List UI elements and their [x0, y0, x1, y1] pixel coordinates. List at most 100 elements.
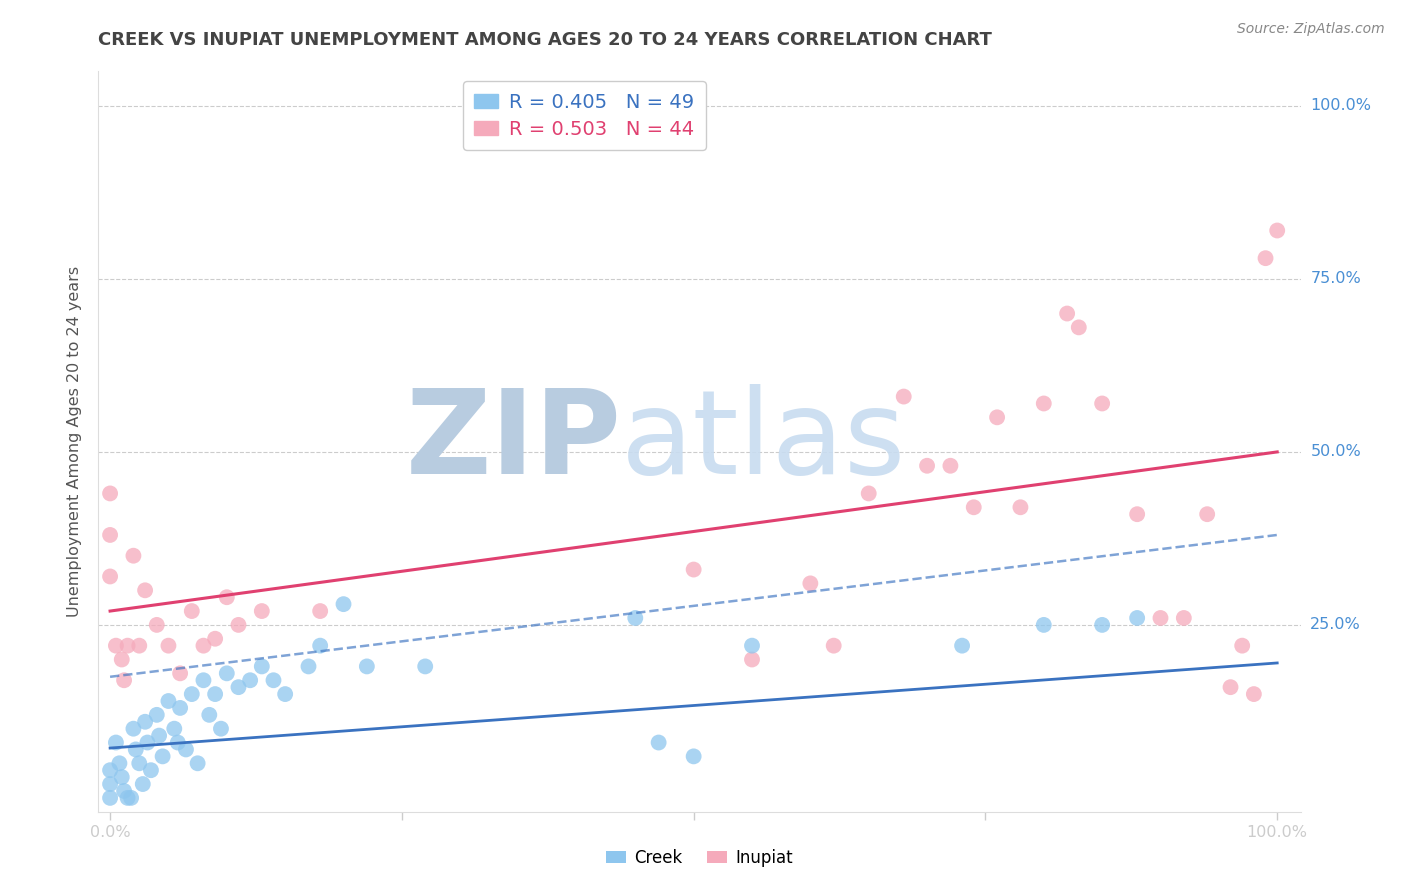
Text: 25.0%: 25.0% [1310, 617, 1361, 632]
Point [1126, 507, 1149, 521]
Point [104, 735, 127, 749]
Point [125, 742, 148, 756]
Point [297, 659, 319, 673]
Point [799, 576, 821, 591]
Point [98, 528, 121, 542]
Point [98, 777, 121, 791]
Point [166, 735, 188, 749]
Point [1010, 500, 1032, 515]
Point [122, 549, 145, 563]
Point [215, 591, 238, 605]
Point [915, 458, 938, 473]
Point [682, 749, 704, 764]
Point [136, 735, 159, 749]
Point [939, 458, 962, 473]
Point [204, 632, 226, 646]
Text: 50.0%: 50.0% [1310, 444, 1361, 459]
Point [1230, 639, 1253, 653]
Legend: Creek, Inupiat: Creek, Inupiat [599, 842, 800, 874]
Point [1265, 223, 1288, 237]
Point [986, 410, 1008, 425]
Point [228, 680, 250, 694]
Point [139, 763, 162, 777]
Point [309, 639, 332, 653]
Point [112, 673, 135, 688]
Text: 75.0%: 75.0% [1310, 271, 1361, 286]
Point [134, 714, 156, 729]
Text: ZIP: ZIP [405, 384, 621, 499]
Point [146, 707, 169, 722]
Point [263, 673, 285, 688]
Point [163, 722, 186, 736]
Point [198, 707, 221, 722]
Point [647, 735, 669, 749]
Point [122, 722, 145, 736]
Point [180, 604, 202, 618]
Point [111, 770, 134, 784]
Point [1243, 687, 1265, 701]
Text: Source: ZipAtlas.com: Source: ZipAtlas.com [1237, 22, 1385, 37]
Point [1197, 507, 1219, 521]
Point [332, 597, 354, 611]
Point [309, 604, 332, 618]
Point [893, 390, 915, 404]
Point [1219, 680, 1241, 694]
Text: CREEK VS INUPIAT UNEMPLOYMENT AMONG AGES 20 TO 24 YEARS CORRELATION CHART: CREEK VS INUPIAT UNEMPLOYMENT AMONG AGES… [98, 31, 993, 49]
Point [1173, 611, 1195, 625]
Point [950, 639, 973, 653]
Point [148, 729, 170, 743]
Point [209, 722, 232, 736]
Point [239, 673, 262, 688]
Point [204, 687, 226, 701]
Point [1091, 618, 1114, 632]
Point [132, 777, 155, 791]
Point [1032, 618, 1054, 632]
Point [108, 756, 131, 771]
Point [1032, 396, 1054, 410]
Point [193, 639, 215, 653]
Point [1126, 611, 1149, 625]
Text: atlas: atlas [621, 384, 907, 499]
Point [98, 790, 121, 805]
Point [1091, 396, 1114, 410]
Point [193, 673, 215, 688]
Point [1254, 251, 1277, 265]
Point [1067, 320, 1090, 334]
Point [215, 666, 238, 681]
Point [858, 486, 880, 500]
Point [963, 500, 986, 515]
Point [146, 618, 169, 632]
Point [741, 639, 763, 653]
Point [823, 639, 845, 653]
Y-axis label: Unemployment Among Ages 20 to 24 years: Unemployment Among Ages 20 to 24 years [67, 266, 83, 617]
Point [98, 763, 121, 777]
Point [117, 639, 139, 653]
Point [187, 756, 209, 771]
Point [180, 687, 202, 701]
Point [157, 694, 180, 708]
Point [98, 486, 121, 500]
Point [152, 749, 174, 764]
Point [250, 659, 273, 673]
Point [157, 639, 180, 653]
Point [120, 790, 142, 805]
Point [111, 652, 134, 666]
Point [174, 742, 197, 756]
Point [134, 583, 156, 598]
Point [682, 563, 704, 577]
Point [169, 666, 191, 681]
Point [274, 687, 297, 701]
Point [169, 701, 191, 715]
Point [117, 790, 139, 805]
Point [356, 659, 378, 673]
Point [98, 569, 121, 583]
Point [112, 784, 135, 798]
Point [1149, 611, 1171, 625]
Point [741, 652, 763, 666]
Point [104, 639, 127, 653]
Point [228, 618, 250, 632]
Point [128, 756, 150, 771]
Text: 100.0%: 100.0% [1310, 98, 1371, 113]
Point [128, 639, 150, 653]
Point [413, 659, 436, 673]
